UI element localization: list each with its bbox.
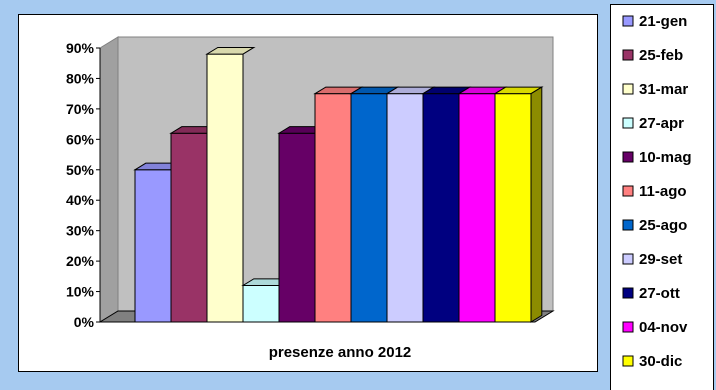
y-tick-label: 50% [66, 162, 95, 178]
y-tick-label: 60% [66, 131, 95, 147]
legend-label: 27-apr [639, 115, 684, 132]
bar-25-feb [169, 126, 220, 323]
bar-front [170, 132, 208, 323]
legend-item-25-ago: 25-ago [622, 217, 687, 234]
legend-item-11-ago: 11-ago [622, 183, 687, 200]
legend-item-30-dic: 30-dic [622, 353, 682, 370]
legend-swatch [622, 355, 634, 367]
legend-swatch [622, 151, 634, 163]
legend-label: 11-ago [639, 183, 687, 200]
bar-27-apr [241, 278, 292, 323]
legend-item-25-feb: 25-feb [622, 47, 683, 64]
legend-item-31-mar: 31-mar [622, 81, 688, 98]
y-tick-label: 30% [66, 223, 95, 239]
legend-swatch [622, 49, 634, 61]
legend-swatch [622, 253, 634, 265]
legend-label: 30-dic [639, 353, 682, 370]
legend-item-27-apr: 27-apr [622, 115, 684, 132]
bar-front [242, 284, 280, 323]
bar-top [205, 46, 256, 55]
legend-label: 04-nov [639, 319, 688, 336]
y-tick-label: 90% [66, 40, 95, 56]
bar-31-mar [205, 46, 256, 323]
legend-swatch [622, 117, 634, 129]
bar-front [494, 93, 532, 323]
legend-swatch [622, 287, 634, 299]
y-tick-label: 10% [66, 284, 95, 300]
bar-front [134, 169, 172, 323]
legend-label: 29-set [639, 251, 682, 268]
legend-label: 27-ott [639, 285, 680, 302]
y-tick-label: 70% [66, 101, 95, 117]
bar-front [386, 93, 424, 323]
bar-29-set [385, 86, 436, 323]
plot-side-wall [99, 36, 119, 323]
bar-front [314, 93, 352, 323]
legend-swatch [622, 219, 634, 231]
y-tick-label: 20% [66, 253, 95, 269]
legend-item-21-gen: 21-gen [622, 13, 687, 30]
legend-label: 10-mag [639, 149, 692, 166]
legend-swatch [622, 83, 634, 95]
y-tick-label: 0% [74, 314, 95, 330]
legend-item-04-nov: 04-nov [622, 319, 688, 336]
bar-side [530, 86, 543, 323]
legend-swatch [622, 185, 634, 197]
legend-item-27-ott: 27-ott [622, 285, 680, 302]
bar-front [458, 93, 496, 323]
y-tick-label: 80% [66, 70, 95, 86]
legend-swatch [622, 321, 634, 333]
y-tick-label: 40% [66, 192, 95, 208]
bar-front [422, 93, 460, 323]
legend-label: 25-feb [639, 47, 683, 64]
legend-item-10-mag: 10-mag [622, 149, 692, 166]
legend-swatch [622, 15, 634, 27]
legend-item-29-set: 29-set [622, 251, 682, 268]
bar-30-dic [493, 86, 544, 323]
bar-04-nov [457, 86, 508, 323]
legend-label: 21-gen [639, 13, 687, 30]
bar-21-gen [133, 162, 184, 323]
bar-front [206, 53, 244, 323]
bar-11-ago [313, 86, 364, 323]
x-axis-label: presenze anno 2012 [269, 344, 412, 361]
bar-front [350, 93, 388, 323]
bar-front [278, 132, 316, 323]
legend-label: 25-ago [639, 217, 687, 234]
legend-label: 31-mar [639, 81, 688, 98]
